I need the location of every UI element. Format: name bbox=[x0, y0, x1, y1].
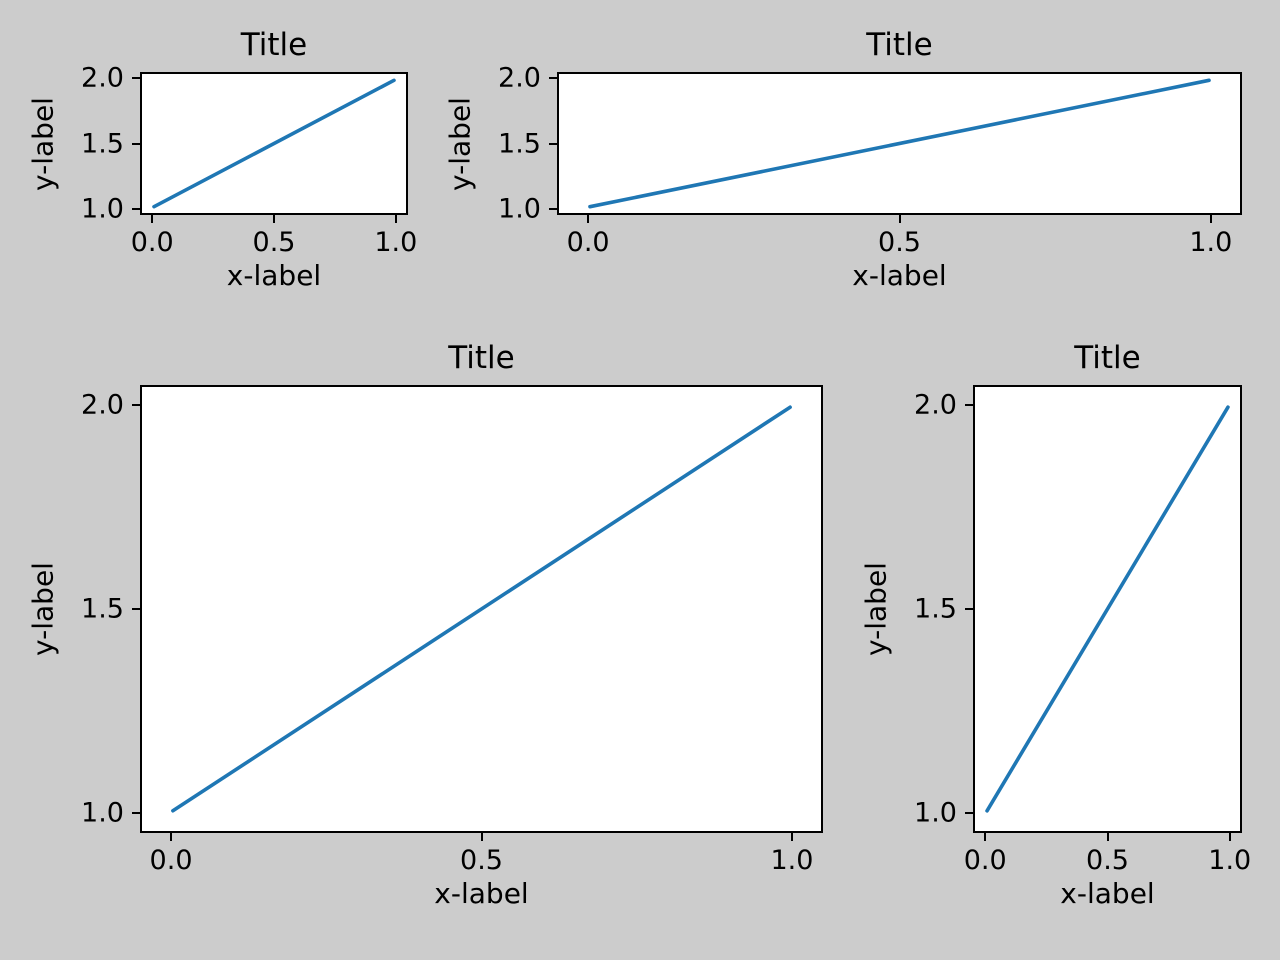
line-series bbox=[975, 387, 1240, 831]
y-tick-mark bbox=[965, 608, 973, 610]
y-tick-mark bbox=[132, 77, 140, 80]
y-tick-label: 1.5 bbox=[498, 128, 541, 159]
y-tick-mark bbox=[132, 608, 140, 610]
x-tick-label: 1.0 bbox=[770, 845, 814, 876]
y-tick-mark bbox=[549, 142, 557, 145]
y-tick-mark bbox=[132, 404, 140, 407]
plot-area bbox=[973, 385, 1242, 833]
x-tick-label: 0.5 bbox=[252, 227, 296, 258]
x-tick-label: 0.0 bbox=[566, 227, 610, 258]
y-axis-label: y-label bbox=[859, 562, 893, 656]
y-tick-label: 1.0 bbox=[81, 193, 124, 224]
x-tick-label: 1.0 bbox=[374, 227, 418, 258]
x-axis-label: x-label bbox=[434, 877, 529, 910]
line-series bbox=[559, 74, 1240, 213]
y-tick-label: 1.0 bbox=[914, 797, 957, 829]
x-tick-mark bbox=[1228, 833, 1231, 841]
x-tick-label: 1.0 bbox=[1208, 845, 1252, 876]
x-tick-label: 0.0 bbox=[149, 845, 193, 876]
x-tick-mark bbox=[480, 833, 483, 841]
x-tick-mark bbox=[898, 215, 901, 223]
x-axis-label: x-label bbox=[1060, 877, 1155, 910]
y-tick-label: 2.0 bbox=[81, 62, 124, 94]
plot-title: Title bbox=[240, 26, 308, 63]
y-axis-label: y-label bbox=[26, 562, 60, 656]
y-tick-mark bbox=[965, 811, 973, 814]
x-tick-label: 0.5 bbox=[878, 227, 921, 258]
y-tick-mark bbox=[549, 77, 557, 80]
x-tick-mark bbox=[587, 215, 590, 223]
x-tick-mark bbox=[1106, 833, 1109, 841]
x-tick-label: 0.5 bbox=[1086, 845, 1129, 876]
plot-title: Title bbox=[448, 339, 515, 376]
x-tick-mark bbox=[984, 833, 987, 841]
y-tick-label: 1.5 bbox=[81, 593, 124, 625]
y-axis-label: y-label bbox=[26, 96, 60, 191]
x-axis-label: x-label bbox=[852, 259, 947, 292]
y-tick-label: 1.0 bbox=[81, 797, 124, 829]
plot-area bbox=[557, 72, 1242, 215]
subplot-bottom-left: Title y-label x-label 0.0 0.5 1.0 1.0 1.5 2.0 bbox=[27, 341, 823, 909]
x-tick-mark bbox=[273, 215, 275, 223]
y-tick-mark bbox=[965, 404, 973, 407]
y-tick-label: 2.0 bbox=[81, 389, 124, 421]
subplot-top-right: Title y-label x-label 0.0 0.5 1.0 1.0 1.5 2.0 bbox=[444, 28, 1242, 291]
x-tick-label: 1.0 bbox=[1189, 227, 1233, 258]
y-tick-label: 1.5 bbox=[81, 128, 124, 159]
y-tick-label: 1.5 bbox=[914, 593, 957, 625]
y-tick-mark bbox=[132, 142, 140, 145]
plot-title: Title bbox=[1074, 339, 1141, 376]
line-series bbox=[142, 387, 821, 831]
x-tick-mark bbox=[151, 215, 154, 223]
plot-title: Title bbox=[866, 26, 933, 63]
y-tick-mark bbox=[132, 207, 140, 210]
y-tick-mark bbox=[132, 811, 140, 814]
subplot-top-left: Title y-label x-label 0.0 0.5 1.0 1.0 1.5 2.0 bbox=[27, 28, 418, 291]
plot-area bbox=[140, 385, 823, 833]
subplot-bottom-right: Title y-label x-label 0.0 0.5 1.0 1.0 1.5 2.0 bbox=[860, 341, 1252, 909]
x-tick-label: 0.0 bbox=[130, 227, 174, 258]
plot-area bbox=[140, 72, 408, 215]
line-series bbox=[142, 74, 406, 213]
x-tick-mark bbox=[394, 215, 397, 223]
y-axis-label: y-label bbox=[443, 96, 477, 191]
y-tick-mark bbox=[549, 207, 557, 210]
y-tick-label: 2.0 bbox=[498, 62, 541, 94]
x-axis-label: x-label bbox=[226, 259, 322, 292]
x-tick-label: 0.0 bbox=[963, 845, 1007, 876]
y-tick-label: 2.0 bbox=[914, 389, 957, 421]
x-tick-mark bbox=[790, 833, 793, 841]
y-tick-label: 1.0 bbox=[498, 193, 541, 224]
x-tick-mark bbox=[1209, 215, 1212, 223]
x-tick-label: 0.5 bbox=[460, 845, 503, 876]
x-tick-mark bbox=[170, 833, 173, 841]
